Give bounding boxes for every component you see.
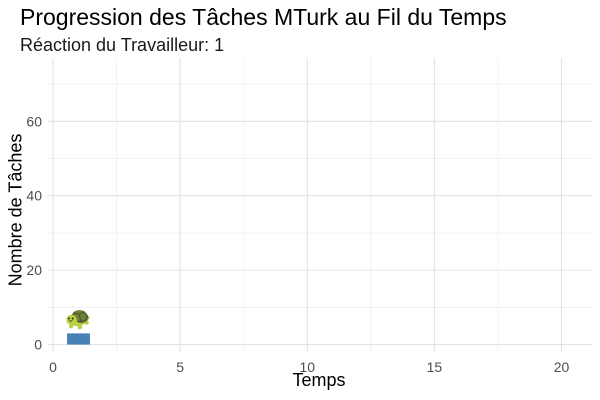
y-tick-label: 0 <box>34 337 42 353</box>
annotations-group: 🐢 <box>65 306 92 331</box>
y-tick-label: 20 <box>26 262 42 278</box>
chart-title: Progression des Tâches MTurk au Fil du T… <box>20 4 507 30</box>
chart-subtitle: Réaction du Travailleur: 1 <box>20 35 225 55</box>
x-tick-label: 0 <box>49 359 57 375</box>
bar <box>67 333 90 345</box>
minor-gridlines <box>48 58 592 352</box>
bar-annotation: 🐢 <box>65 306 92 331</box>
x-tick-label: 20 <box>554 359 570 375</box>
x-tick-label: 5 <box>176 359 184 375</box>
x-tick-labels: 0 5 10 15 20 <box>49 359 569 375</box>
y-tick-labels: 0 20 40 60 <box>26 113 42 352</box>
x-tick-label: 15 <box>427 359 443 375</box>
x-axis-label: Temps <box>292 370 346 390</box>
y-tick-label: 60 <box>26 113 42 129</box>
bars-group <box>67 333 90 345</box>
x-tick-label: 10 <box>300 359 316 375</box>
major-gridlines <box>48 58 592 352</box>
y-tick-label: 40 <box>26 188 42 204</box>
